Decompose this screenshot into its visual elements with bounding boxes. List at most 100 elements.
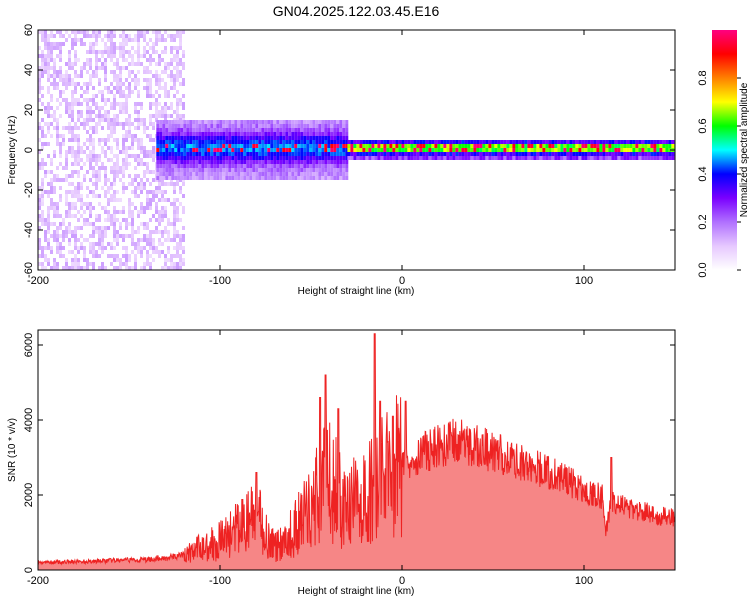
spectrogram-cell <box>71 150 74 154</box>
spectrogram-cell <box>210 164 214 168</box>
spectrogram-cell <box>158 78 161 82</box>
spectrogram-cell <box>177 120 181 124</box>
spectrogram-cell <box>210 172 214 176</box>
spectrogram-cell <box>306 164 310 168</box>
spectrogram-cell <box>131 134 134 138</box>
spectrogram-cell <box>656 148 660 152</box>
spectrogram-cell <box>557 156 561 160</box>
spectrogram-cell <box>186 120 190 124</box>
spectrogram-cell <box>276 132 280 136</box>
spectrogram-cell <box>228 120 232 124</box>
spectrogram-cell <box>255 172 259 176</box>
spectrogram-cell <box>650 140 654 144</box>
spectrogram-cell <box>162 164 166 168</box>
spectrogram-cell <box>47 258 50 262</box>
spectrogram-cell <box>186 168 190 172</box>
spectrogram-cell <box>89 210 92 214</box>
spectrogram-cell <box>644 140 648 144</box>
spectrogram-cell <box>330 124 334 128</box>
spectrogram-cell <box>164 190 167 194</box>
spectrogram-cell <box>122 182 125 186</box>
spectrogram-cell <box>104 178 107 182</box>
spectrogram-cell <box>246 160 250 164</box>
spectrogram-cell <box>152 46 155 50</box>
spectrogram-cell <box>231 176 235 180</box>
spectrogram-cell <box>270 120 274 124</box>
spectrogram-cell <box>137 226 140 230</box>
spectrogram-cell <box>152 246 155 250</box>
spectrogram-cell <box>255 156 259 160</box>
spectrogram-cell <box>107 158 110 162</box>
spectrogram-cell <box>164 38 167 42</box>
spectrogram-cell <box>152 74 155 78</box>
spectrogram-cell <box>62 222 65 226</box>
spectrogram-cell <box>95 170 98 174</box>
spectrogram-cell <box>584 152 588 156</box>
spectrogram-cell <box>491 144 495 148</box>
spectrogram-cell <box>68 82 71 86</box>
spectrogram-cell <box>201 152 205 156</box>
spectrogram-cell <box>312 172 316 176</box>
spectrogram-cell <box>452 152 456 156</box>
spectrogram-cell <box>222 152 226 156</box>
spectrogram-cell <box>119 106 122 110</box>
spectrogram-cell <box>527 144 531 148</box>
spectrogram-cell <box>252 140 256 144</box>
spectrogram-cell <box>222 172 226 176</box>
spectrogram-cell <box>291 176 295 180</box>
spectrogram-cell <box>578 148 582 152</box>
spectrogram-cell <box>596 152 600 156</box>
spectrogram-cell <box>237 160 241 164</box>
spectrogram-cell <box>89 250 92 254</box>
spectrogram-cell <box>98 110 101 114</box>
spectrogram-cell <box>77 210 80 214</box>
spectrogram-cell <box>213 176 217 180</box>
spectrogram-cell <box>174 148 178 152</box>
spectrogram-cell <box>285 124 289 128</box>
spectrogram-cell <box>101 66 104 70</box>
spectrogram-ytick-label: -60 <box>23 262 35 278</box>
spectrogram-cell <box>47 90 50 94</box>
spectrogram-cell <box>159 172 163 176</box>
spectrogram-cell <box>92 254 95 258</box>
spectrogram-cell <box>389 152 393 156</box>
spectrogram-cell <box>146 154 149 158</box>
spectrogram-cell <box>252 160 256 164</box>
spectrogram-cell <box>425 140 429 144</box>
spectrogram-cell <box>50 266 53 270</box>
spectrogram-cell <box>128 202 131 206</box>
spectrogram-cell <box>327 172 331 176</box>
spectrogram-cell <box>83 222 86 226</box>
spectrogram-cell <box>179 102 182 106</box>
spectrogram-cell <box>174 136 178 140</box>
spectrogram-cell <box>216 132 220 136</box>
spectrogram-cell <box>179 190 182 194</box>
spectrogram-cell <box>74 58 77 62</box>
spectrogram-cell <box>116 174 119 178</box>
spectrogram-cell <box>56 42 59 46</box>
spectrogram-cell <box>62 246 65 250</box>
spectrogram-cell <box>50 114 53 118</box>
spectrogram-cell <box>336 136 340 140</box>
spectrogram-cell <box>158 242 161 246</box>
spectrogram-cell <box>440 152 444 156</box>
spectrogram-cell <box>213 128 217 132</box>
colorbar-ticks: 0.00.20.40.60.8 <box>697 70 741 278</box>
spectrogram-cell <box>146 258 149 262</box>
spectrogram-cell <box>413 152 417 156</box>
spectrogram-cell <box>173 238 176 242</box>
spectrogram-cell <box>182 50 185 54</box>
spectrogram-cell <box>249 164 253 168</box>
spectrogram-cell <box>131 122 134 126</box>
spectrogram-cell <box>309 128 313 132</box>
spectrogram-cell <box>65 214 68 218</box>
spectrogram-cell <box>324 144 328 148</box>
spectrogram-cell <box>71 66 74 70</box>
spectrogram-cell <box>74 38 77 42</box>
spectrogram-cell <box>107 134 110 138</box>
spectrogram-cell <box>140 34 143 38</box>
spectrogram-cell <box>398 144 402 148</box>
spectrogram-cell <box>74 150 77 154</box>
spectrogram-cell <box>152 250 155 254</box>
spectrogram-cell <box>590 144 594 148</box>
